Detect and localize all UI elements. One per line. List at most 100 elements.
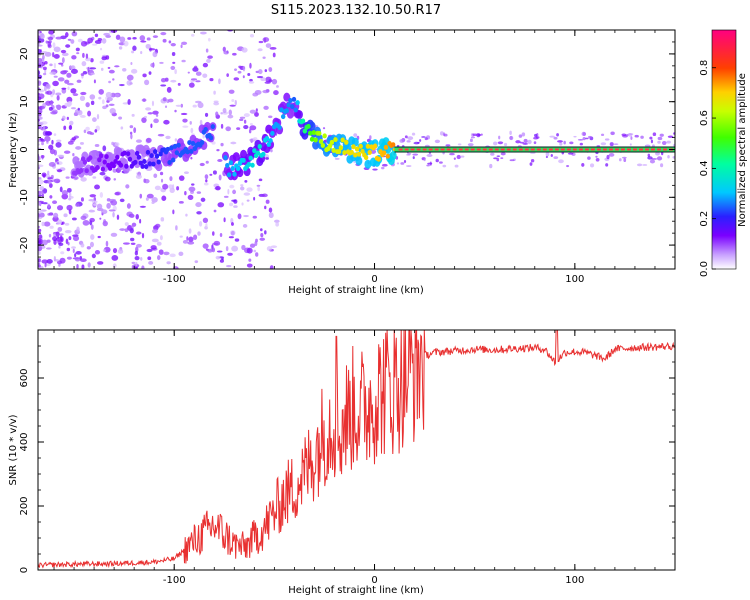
spectrogram-noise-blob bbox=[253, 249, 257, 253]
spectrogram-ridge-core bbox=[154, 153, 160, 159]
spectrogram-ridge-core bbox=[291, 96, 297, 102]
spectrogram-noise-blob bbox=[38, 201, 42, 206]
spectrogram-noise-blob bbox=[460, 155, 465, 158]
spectrogram-noise-blob bbox=[456, 154, 461, 160]
spectrogram-noise-blob bbox=[609, 142, 614, 147]
spectrogram-noise-blob bbox=[232, 189, 237, 195]
spectrogram-noise-blob bbox=[533, 141, 537, 145]
spectrogram-noise-blob bbox=[187, 241, 195, 245]
spectrogram-noise-blob bbox=[496, 155, 501, 157]
spectrogram-noise-blob bbox=[41, 239, 48, 246]
spectrogram-noise-blob bbox=[241, 202, 244, 206]
spectrogram-noise-blob bbox=[196, 211, 202, 215]
spectrogram-noise-blob bbox=[153, 118, 159, 124]
spectrogram-ridge-core bbox=[381, 150, 387, 156]
spectrogram-noise-blob bbox=[177, 82, 181, 86]
spectrogram-noise-blob bbox=[65, 238, 69, 245]
spectrogram-noise-blob bbox=[80, 40, 88, 47]
spectrogram-noise-blob bbox=[152, 51, 158, 58]
spectrogram-noise-blob bbox=[89, 94, 96, 100]
spectrogram-noise-blob bbox=[57, 219, 63, 225]
spectrogram-ridge-core bbox=[250, 162, 255, 168]
spectrogram-ridge-core bbox=[98, 153, 104, 159]
spectrogram-noise-blob bbox=[64, 222, 70, 226]
spectrogram-noise-blob bbox=[150, 62, 155, 68]
spectrogram-noise-blob bbox=[155, 223, 161, 228]
spectrogram-noise-blob bbox=[45, 84, 50, 88]
spectrogram-noise-blob bbox=[100, 67, 104, 71]
spectrogram-noise-blob bbox=[79, 258, 87, 263]
spectrogram-noise-blob bbox=[57, 154, 65, 158]
spectrogram-noise-blob bbox=[493, 141, 498, 146]
spectrogram-noise-blob bbox=[213, 90, 216, 95]
spectrogram-noise-blob bbox=[604, 138, 610, 141]
spectrogram-ridge-core bbox=[383, 144, 389, 150]
spectrogram-noise-blob bbox=[649, 159, 656, 164]
spectrogram-noise-blob bbox=[596, 145, 601, 147]
spectrogram-noise-blob bbox=[404, 135, 408, 139]
spectrogram-noise-blob bbox=[490, 152, 495, 156]
spectrogram-noise-blob bbox=[522, 142, 529, 145]
spectrogram-noise-blob bbox=[71, 246, 76, 249]
spectrogram-noise-blob bbox=[38, 251, 41, 256]
spectrogram-noise-blob bbox=[553, 156, 559, 160]
spectrogram-noise-blob bbox=[82, 219, 90, 226]
spectrogram-noise-blob bbox=[50, 111, 58, 115]
spectrogram-noise-blob bbox=[498, 135, 501, 140]
spectrogram-noise-blob bbox=[666, 140, 671, 144]
spectrogram-noise-blob bbox=[68, 124, 73, 130]
spectrogram-ridge-core bbox=[356, 151, 362, 157]
spectrogram-noise-blob bbox=[90, 100, 95, 106]
spectrogram-noise-blob bbox=[566, 164, 570, 168]
spectrogram-noise-blob bbox=[101, 38, 107, 44]
spectrogram-noise-blob bbox=[53, 62, 57, 69]
spectrogram-ridge-core bbox=[100, 166, 106, 172]
spectrogram-noise-blob bbox=[549, 135, 555, 138]
spectrogram-ridge-core bbox=[308, 130, 313, 136]
spectrogram-noise-blob bbox=[87, 110, 92, 117]
spectrogram-noise-blob bbox=[263, 37, 267, 43]
spectrogram-noise-blob bbox=[269, 46, 277, 50]
spectrogram-noise-blob bbox=[241, 47, 248, 53]
colorbar-tick-label: 0.8 bbox=[699, 60, 710, 76]
spectrogram-noise-blob bbox=[647, 156, 653, 160]
spectrogram-ridge-core bbox=[338, 145, 344, 151]
spectrogram-noise-blob bbox=[193, 65, 198, 70]
spectrogram-noise-blob bbox=[220, 123, 224, 129]
spectrogram-noise-blob bbox=[246, 187, 253, 192]
spectrogram-ridge-core bbox=[306, 123, 311, 129]
spectrogram-noise-blob bbox=[127, 224, 132, 231]
spectrogram-noise-blob bbox=[622, 156, 627, 159]
spectrogram-ridge-core bbox=[156, 159, 161, 165]
colorbar-label: Normalized spectral amplitude bbox=[737, 73, 748, 227]
spectrogram-noise-blob bbox=[271, 78, 278, 85]
spectrogram-noise-blob bbox=[38, 30, 41, 36]
spectrogram-noise-blob bbox=[406, 165, 412, 167]
spectrogram-noise-blob bbox=[193, 234, 198, 241]
spectrogram-noise-blob bbox=[43, 86, 47, 92]
spectrogram-noise-blob bbox=[263, 105, 269, 110]
spectrogram-noise-blob bbox=[396, 162, 400, 165]
spectrogram-noise-blob bbox=[42, 66, 47, 71]
spectrogram-noise-blob bbox=[255, 252, 259, 257]
spectrogram-noise-blob bbox=[254, 112, 259, 117]
spectrogram-noise-blob bbox=[70, 68, 78, 74]
spectrogram-ridge-core bbox=[122, 150, 127, 156]
spectrogram-noise-blob bbox=[124, 222, 129, 226]
spectrogram-noise-blob bbox=[588, 135, 592, 139]
spectrogram-ridge-core bbox=[318, 138, 324, 144]
spectrogram-noise-blob bbox=[53, 75, 58, 78]
spectrogram-noise-blob bbox=[160, 178, 164, 183]
spectrogram-ridge-core bbox=[102, 159, 107, 165]
spectrogram-noise-blob bbox=[49, 71, 57, 75]
spectrogram-noise-blob bbox=[75, 146, 82, 150]
spectrogram-noise-blob bbox=[81, 61, 87, 67]
spectrogram-ridge-core bbox=[125, 151, 131, 157]
spectrogram-ridge-core bbox=[228, 160, 234, 166]
spectrogram-noise-blob bbox=[246, 199, 250, 202]
snr-x-tick-label: -100 bbox=[163, 575, 186, 586]
spectrogram-noise-blob bbox=[80, 115, 86, 118]
spectrogram-noise-blob bbox=[202, 73, 208, 78]
spectrogram-noise-blob bbox=[85, 126, 90, 131]
spectrogram-noise-blob bbox=[407, 136, 414, 140]
